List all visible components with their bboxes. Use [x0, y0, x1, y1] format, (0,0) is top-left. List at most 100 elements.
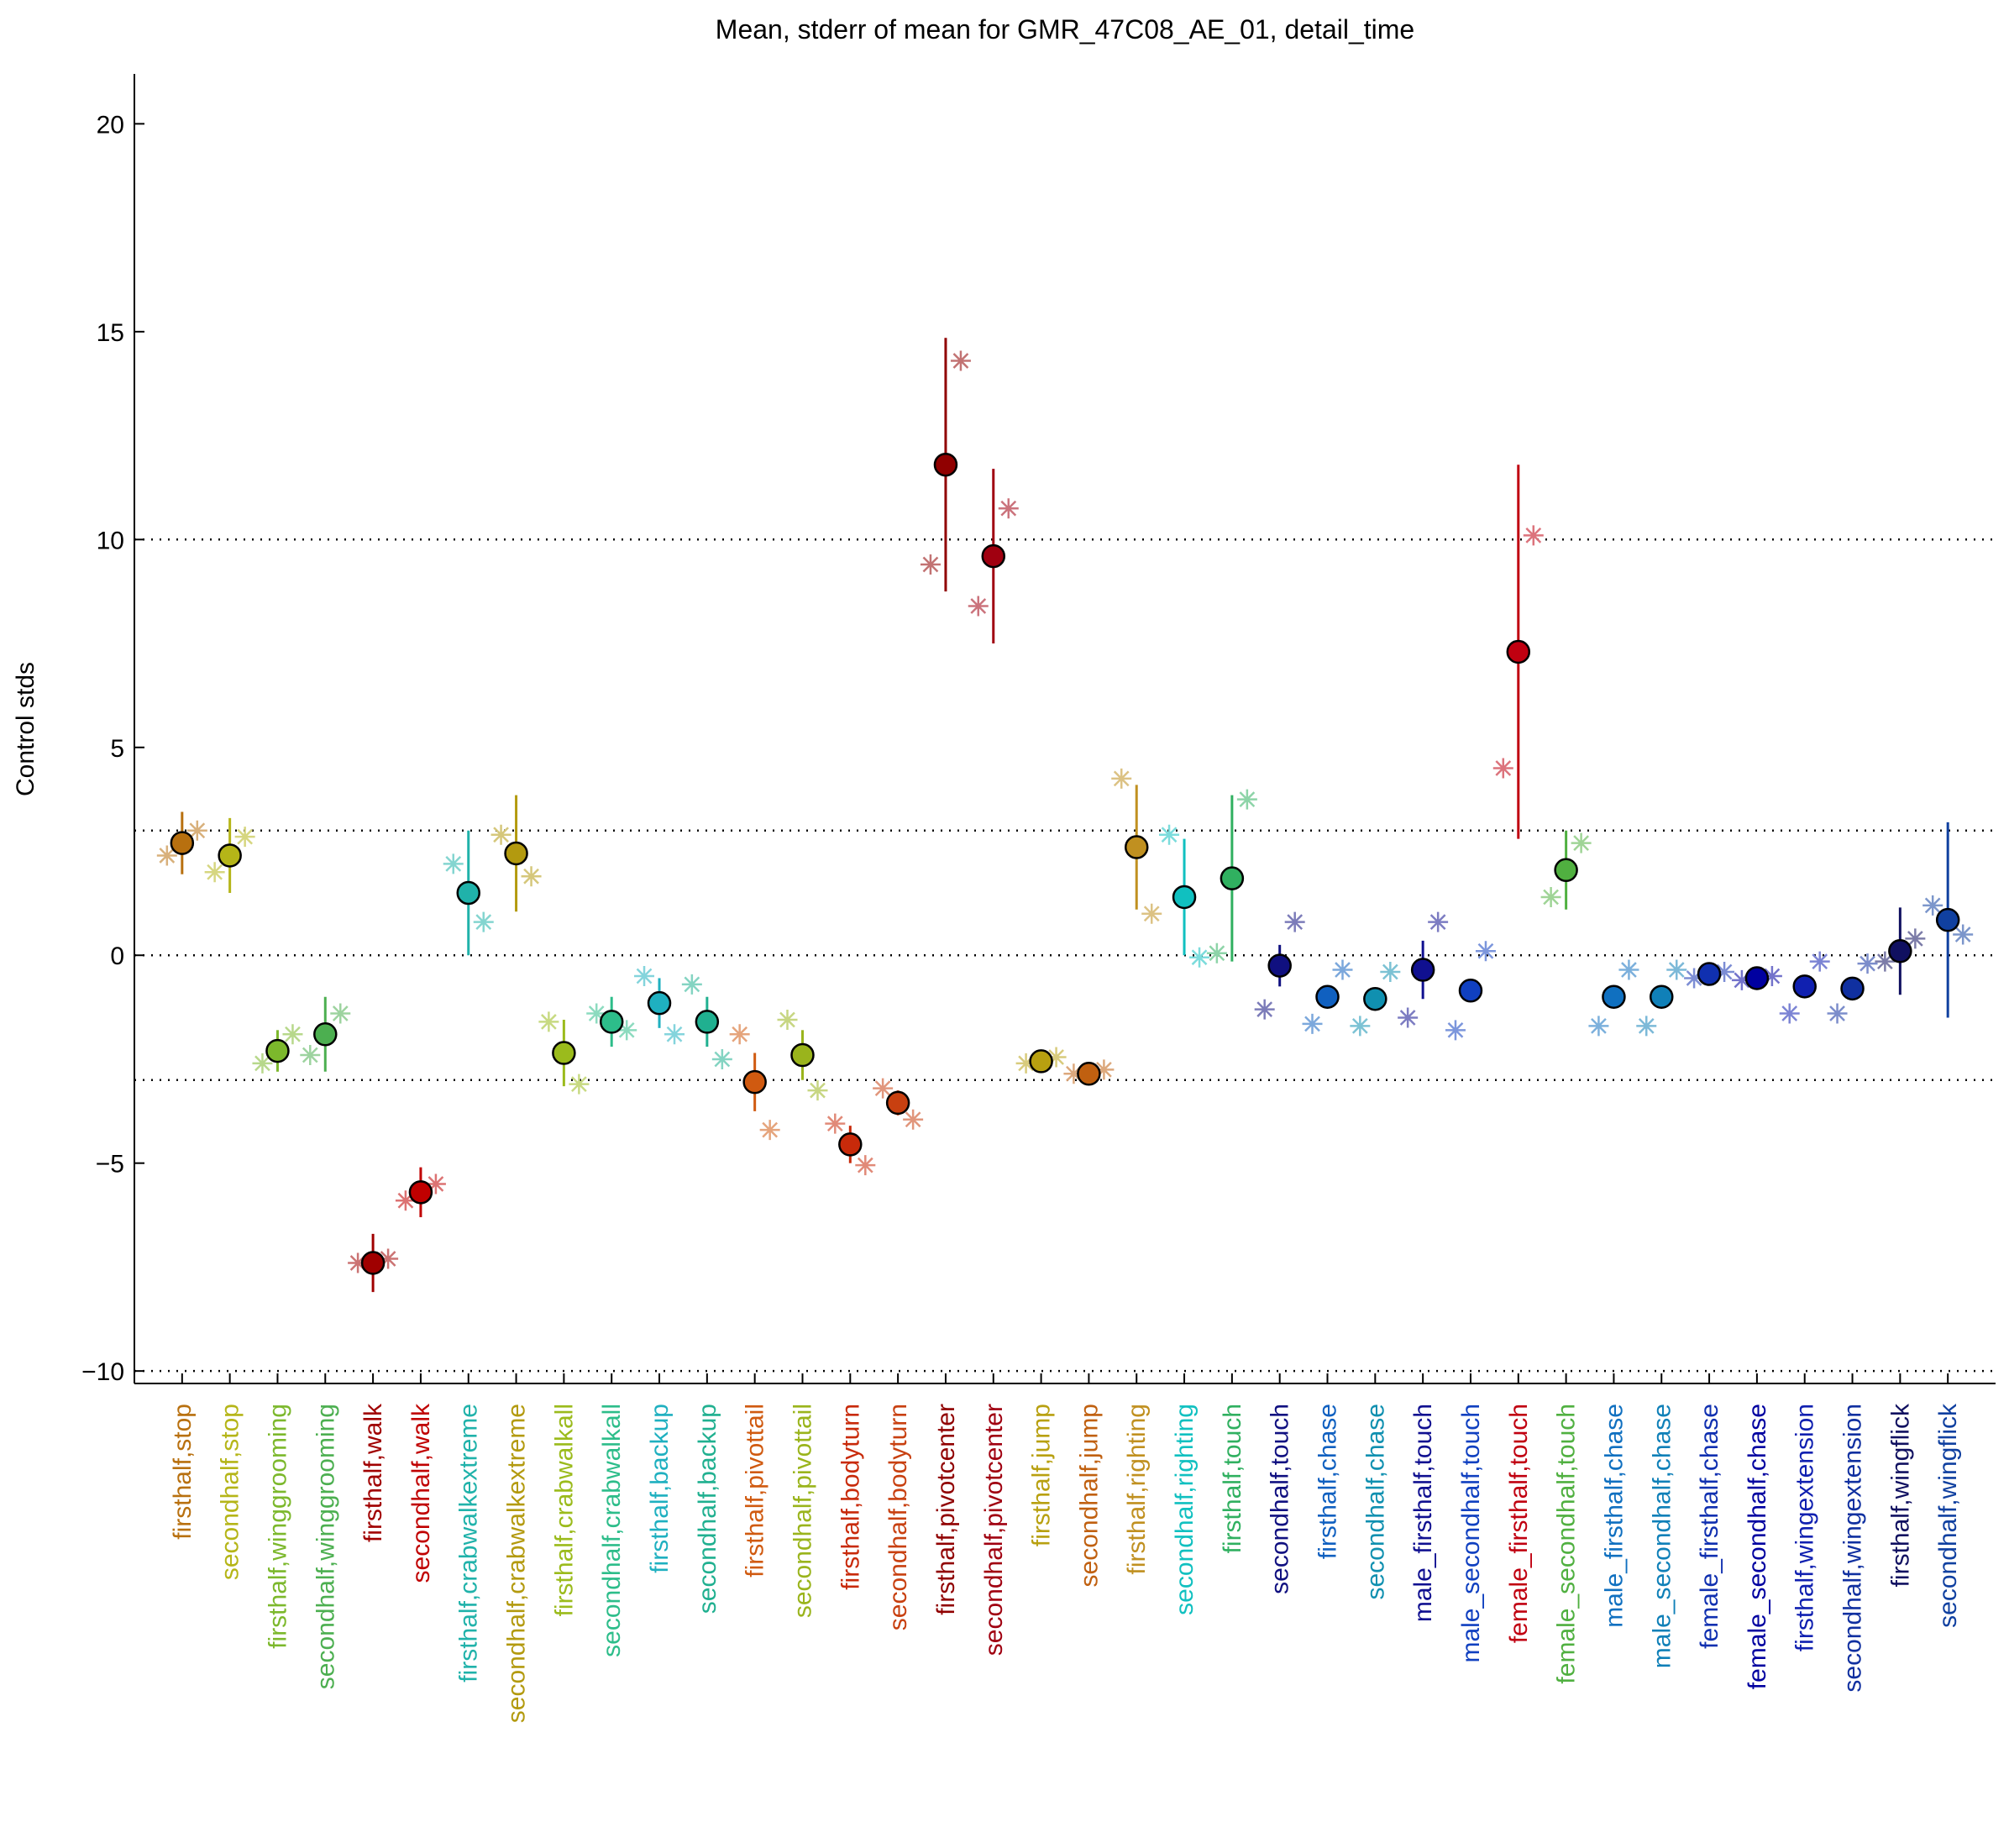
replicate-marker — [711, 1048, 732, 1069]
y-axis-label: Control stds — [12, 662, 39, 796]
x-tick-label: firsthalf,chase — [1314, 1404, 1342, 1559]
mean-marker — [838, 1132, 863, 1157]
mean-marker — [1077, 1062, 1101, 1086]
replicate-marker — [1684, 968, 1705, 989]
replicate-marker — [807, 1080, 828, 1101]
mean-marker — [1029, 1049, 1053, 1074]
mean-marker — [1267, 953, 1292, 978]
mean-marker — [1840, 976, 1865, 1001]
replicate-marker — [1350, 1016, 1371, 1037]
mean-marker — [1363, 986, 1387, 1011]
mean-marker — [265, 1038, 290, 1063]
x-tick-label: female_firsthalf,chase — [1696, 1404, 1723, 1649]
replicate-marker — [1666, 959, 1687, 980]
replicate-marker — [1588, 1016, 1609, 1037]
replicate-marker — [425, 1173, 446, 1194]
replicate-marker — [330, 1003, 351, 1024]
x-tick-label: secondhalf,winggrooming — [312, 1404, 339, 1689]
replicate-marker — [521, 866, 542, 887]
x-tick-label: secondhalf,crabwalkall — [598, 1404, 626, 1657]
x-tick-label: firsthalf,winggrooming — [264, 1404, 291, 1649]
x-tick-label: male_secondhalf,touch — [1457, 1404, 1485, 1663]
replicate-marker — [538, 1011, 559, 1032]
x-tick-label: secondhalf,crabwalkextreme — [503, 1404, 531, 1723]
x-tick-label: firsthalf,jump — [1028, 1404, 1056, 1546]
replicate-marker — [1111, 768, 1132, 789]
replicate-marker — [1809, 951, 1830, 972]
replicate-marker — [1779, 1003, 1800, 1024]
replicate-marker — [873, 1078, 894, 1099]
replicate-marker — [490, 824, 511, 845]
y-tick-label: 20 — [97, 111, 124, 139]
mean-marker — [933, 452, 958, 477]
mean-marker — [885, 1090, 910, 1116]
y-tick-label: −10 — [81, 1358, 124, 1386]
replicate-marker — [252, 1053, 273, 1074]
replicate-marker — [1953, 924, 1974, 945]
x-tick-label: male_firsthalf,touch — [1409, 1404, 1437, 1622]
mean-marker — [1744, 966, 1770, 990]
replicate-marker — [1475, 941, 1496, 962]
replicate-marker — [729, 1024, 750, 1045]
y-tick-label: 15 — [97, 319, 124, 347]
y-tick-label: 10 — [97, 527, 124, 554]
mean-marker — [1935, 907, 1960, 932]
replicate-marker — [586, 1003, 607, 1024]
x-tick-label: firsthalf,touch — [1219, 1404, 1246, 1553]
replicate-marker — [1332, 959, 1353, 980]
replicate-marker — [1015, 1053, 1036, 1074]
x-tick-label: male_secondhalf,chase — [1648, 1404, 1676, 1668]
chart-title: Mean, stderr of mean for GMR_47C08_AE_01… — [716, 14, 1414, 45]
replicate-marker — [473, 911, 494, 932]
mean-marker — [1792, 974, 1817, 999]
replicate-marker — [759, 1120, 780, 1141]
replicate-marker — [1094, 1059, 1115, 1080]
replicate-marker — [443, 853, 464, 874]
mean-marker — [1172, 885, 1197, 910]
replicate-marker — [1761, 965, 1782, 986]
replicate-marker — [1571, 832, 1592, 853]
mean-marker — [552, 1041, 576, 1065]
x-tick-label: female_secondhalf,touch — [1553, 1404, 1581, 1684]
replicate-marker — [1236, 789, 1257, 810]
x-tick-label: secondhalf,pivottail — [789, 1404, 816, 1618]
y-tick-label: 0 — [110, 942, 124, 970]
x-tick-label: female_firsthalf,touch — [1505, 1404, 1533, 1643]
replicate-marker — [616, 1020, 637, 1041]
replicate-marker — [282, 1024, 303, 1045]
x-tick-label: secondhalf,pivotcenter — [980, 1404, 1008, 1656]
mean-marker — [1506, 639, 1531, 664]
replicate-marker — [825, 1113, 846, 1134]
replicate-marker — [1046, 1047, 1067, 1068]
x-tick-label: male_firsthalf,chase — [1600, 1404, 1628, 1628]
mean-marker — [790, 1042, 815, 1068]
mean-marker — [1315, 984, 1340, 1009]
mean-marker — [170, 831, 195, 855]
mean-marker — [408, 1180, 433, 1205]
replicate-marker — [968, 596, 989, 617]
replicate-marker — [903, 1109, 924, 1130]
replicate-marker — [1492, 758, 1513, 779]
replicate-marker — [1380, 962, 1401, 983]
x-tick-label: secondhalf,wingflick — [1934, 1403, 1962, 1628]
replicate-marker — [1398, 1007, 1419, 1028]
replicate-marker — [300, 1045, 321, 1066]
mean-marker — [360, 1251, 386, 1275]
replicate-marker — [1540, 886, 1561, 907]
x-tick-label: secondhalf,backup — [694, 1404, 721, 1614]
replicate-marker — [1618, 959, 1639, 980]
x-tick-label: secondhalf,bodyturn — [884, 1404, 912, 1630]
y-tick-label: 5 — [110, 735, 124, 763]
replicate-marker — [395, 1190, 416, 1211]
replicate-marker — [569, 1074, 590, 1095]
replicate-marker — [1875, 951, 1896, 972]
mean-marker — [695, 1010, 720, 1034]
replicate-marker — [186, 820, 207, 841]
replicate-marker — [378, 1248, 399, 1269]
replicate-marker — [348, 1252, 369, 1273]
x-tick-label: female_secondhalf,chase — [1744, 1404, 1771, 1689]
replicate-marker — [1827, 1003, 1848, 1024]
replicate-marker — [664, 1024, 685, 1045]
mean-marker — [1650, 984, 1674, 1009]
